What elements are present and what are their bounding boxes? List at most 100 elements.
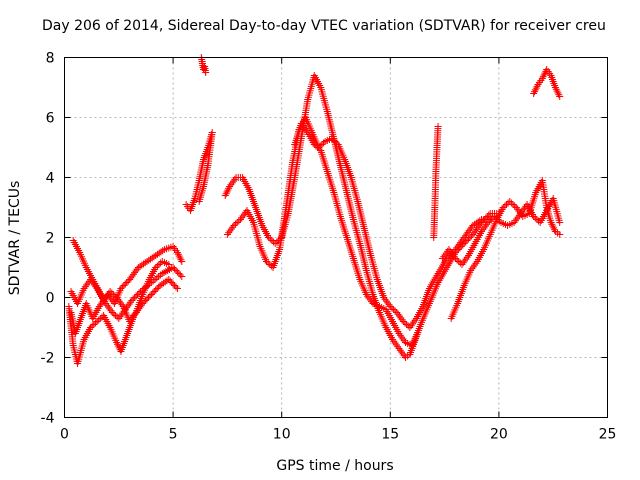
series-track-e: [182, 129, 216, 214]
data-point: [299, 121, 307, 129]
data-point: [514, 205, 522, 213]
data-point: [531, 214, 539, 222]
data-point: [362, 291, 370, 298]
data-point: [121, 280, 129, 288]
data-point: [116, 313, 124, 321]
data-point: [499, 204, 507, 211]
data-point: [366, 296, 374, 304]
data-point: [195, 198, 203, 205]
data-point: [229, 223, 237, 231]
data-point: [507, 199, 515, 207]
data-point: [89, 279, 97, 287]
data-point: [164, 267, 172, 274]
data-point: [392, 341, 400, 349]
data-point: [390, 337, 398, 345]
data-point: [301, 125, 309, 133]
data-point: [131, 294, 139, 301]
data-point: [314, 144, 322, 151]
data-point: [381, 295, 389, 303]
data-point: [471, 261, 479, 269]
series-track-j: [430, 123, 442, 241]
data-point: [113, 339, 121, 346]
data-point: [117, 299, 125, 307]
chart-title: Day 206 of 2014, Sidereal Day-to-day VTE…: [42, 18, 606, 34]
data-point: [114, 342, 122, 350]
data-point: [113, 340, 121, 348]
data-point: [83, 281, 91, 289]
data-point: [108, 309, 116, 316]
data-point: [273, 238, 281, 246]
data-point: [551, 226, 559, 234]
x-tick-label: 20: [490, 427, 508, 443]
data-point: [411, 316, 419, 324]
data-point: [450, 253, 458, 261]
data-point: [481, 222, 489, 230]
data-point: [364, 292, 372, 300]
data-point: [455, 258, 463, 265]
data-point: [158, 270, 166, 277]
data-point: [223, 231, 231, 238]
data-point: [174, 250, 182, 258]
data-point: [382, 297, 390, 305]
data-point: [111, 292, 119, 300]
data-point: [107, 294, 115, 302]
data-point: [103, 301, 111, 309]
x-axis-label: GPS time / hours: [276, 458, 393, 474]
data-point: [478, 228, 486, 235]
data-point: [538, 75, 546, 82]
data-point: [487, 216, 495, 223]
data-point: [150, 288, 158, 295]
data-point: [162, 268, 170, 275]
data-point: [178, 258, 186, 265]
data-point: [458, 261, 466, 268]
data-point: [396, 331, 404, 339]
data-point: [386, 303, 394, 310]
data-point: [125, 300, 133, 308]
data-point: [175, 270, 183, 277]
data-point: [129, 295, 137, 303]
data-point: [160, 269, 168, 276]
data-point: [88, 277, 96, 285]
data-point: [155, 273, 163, 280]
data-point: [556, 219, 564, 226]
y-tick-label: 2: [46, 231, 55, 247]
data-point: [264, 259, 272, 267]
data-point: [100, 297, 108, 304]
data-point: [310, 141, 318, 148]
data-point: [235, 217, 243, 225]
series-track-h: [223, 114, 494, 331]
data-point: [226, 227, 234, 235]
data-point: [102, 293, 110, 301]
data-point: [495, 217, 503, 225]
data-point: [519, 206, 527, 214]
data-point: [229, 177, 237, 185]
data-point: [384, 299, 392, 307]
data-point: [449, 251, 457, 259]
data-point: [106, 305, 114, 313]
data-point: [266, 235, 274, 243]
series-track-m: [530, 66, 564, 100]
data-point: [128, 314, 136, 322]
data-point: [222, 190, 230, 198]
data-point: [530, 213, 538, 220]
data-point: [96, 315, 104, 322]
data-point: [511, 217, 519, 225]
data-point: [453, 256, 461, 264]
data-point: [149, 277, 157, 285]
data-point: [92, 283, 100, 291]
data-point: [227, 225, 235, 233]
data-point: [415, 327, 423, 334]
data-point: [156, 271, 164, 279]
data-point: [554, 89, 562, 97]
data-point: [225, 229, 233, 237]
data-point: [176, 254, 184, 262]
data-point: [113, 294, 121, 301]
data-point: [262, 258, 270, 265]
series-track-d: [67, 258, 173, 325]
data-point: [80, 285, 88, 292]
data-point: [385, 301, 393, 309]
data-point: [225, 184, 233, 192]
data-point: [224, 186, 232, 194]
data-point: [178, 273, 186, 280]
data-point: [438, 255, 446, 262]
